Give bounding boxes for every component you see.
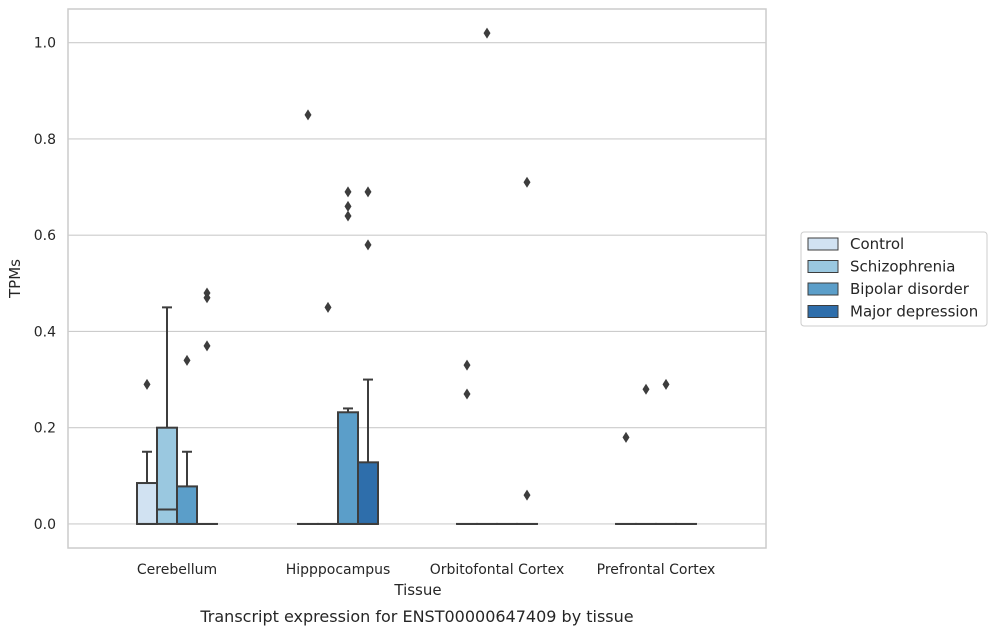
y-tick-label: 0.8 [34, 132, 56, 148]
box [317, 301, 339, 525]
box [196, 287, 218, 525]
box-plot-series [136, 27, 697, 525]
outlier-point [344, 186, 352, 198]
outlier-point [203, 292, 211, 304]
legend-frame [800, 231, 988, 327]
legend-label: Schizophrenia [850, 258, 955, 276]
box [357, 186, 379, 525]
legend: Control Schizophrenia Bipolar disorder Majo… [800, 231, 988, 327]
box [297, 109, 319, 525]
outlier-point [523, 176, 531, 188]
box [615, 431, 637, 525]
series-control [136, 109, 637, 525]
box [635, 383, 657, 525]
x-tick-label: Cerebellum [137, 562, 217, 578]
y-tick-label: 1.0 [34, 36, 56, 52]
box-body [136, 482, 158, 525]
legend-swatch [807, 260, 839, 273]
legend-swatch [807, 237, 839, 251]
x-tick-label: Hipppocampus [286, 562, 391, 578]
box-body [156, 426, 178, 525]
outlier-point [622, 431, 630, 443]
box [516, 176, 538, 525]
outlier-point [364, 186, 372, 198]
x-axis-title: Tissue [393, 581, 441, 599]
y-axis-ticks: 0.0 0.2 0.4 0.6 0.8 1.0 [34, 36, 56, 533]
legend-label: Major depression [850, 303, 978, 321]
outlier-point [523, 489, 531, 501]
outlier-point [183, 354, 191, 366]
legend-swatch [807, 282, 839, 296]
outlier-point [483, 27, 491, 39]
y-tick-label: 0.2 [34, 421, 56, 437]
outlier-point [344, 210, 352, 222]
series-schizophrenia [156, 27, 657, 525]
outlier-point [364, 239, 372, 251]
chart-caption: Transcript expression for ENST0000064740… [199, 607, 633, 626]
outlier-point [324, 301, 332, 313]
outlier-point [463, 359, 471, 371]
box [176, 354, 198, 525]
outlier-point [642, 383, 650, 395]
outlier-point [143, 378, 151, 390]
outlier-point [463, 388, 471, 400]
outlier-point [662, 378, 670, 390]
box [476, 27, 498, 525]
box-body [337, 411, 359, 525]
y-tick-label: 0.0 [34, 517, 56, 533]
series-bipolar-disorder [176, 186, 677, 525]
box [136, 378, 158, 525]
box-body [176, 485, 198, 525]
outlier-point [344, 200, 352, 212]
box [337, 186, 359, 525]
x-tick-label: Prefrontal Cortex [597, 562, 716, 578]
box [156, 306, 178, 525]
plot-frame [67, 8, 767, 549]
x-tick-label: Orbitofontal Cortex [430, 562, 565, 578]
legend-label: Control [850, 235, 904, 253]
box [456, 359, 478, 525]
y-tick-label: 0.6 [34, 228, 56, 244]
outlier-point [304, 109, 312, 121]
box [655, 378, 677, 525]
x-axis-ticks: Cerebellum Hipppocampus Orbitofontal Corte… [137, 562, 715, 578]
outlier-point [203, 340, 211, 352]
y-tick-label: 0.4 [34, 324, 56, 340]
box-body [357, 461, 379, 525]
series-major-depression [196, 176, 697, 525]
legend-label: Bipolar disorder [850, 280, 970, 298]
y-axis-title: TPMs [6, 259, 24, 299]
legend-swatch [807, 305, 839, 318]
